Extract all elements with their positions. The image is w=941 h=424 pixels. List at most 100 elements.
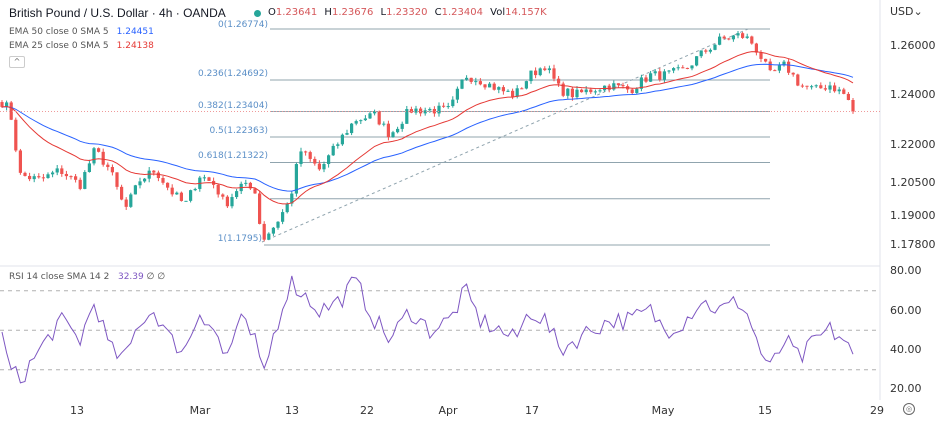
candle-body <box>147 170 151 179</box>
candle-body <box>285 203 289 213</box>
candle-body <box>649 73 653 82</box>
candle-body <box>718 36 722 45</box>
candle-body <box>630 89 634 93</box>
candle-body <box>110 167 114 173</box>
vol-label: Vol <box>490 7 506 18</box>
ema25-legend[interactable]: EMA 25 close 0 SMA 5 1.24138 <box>9 41 154 52</box>
fib-level-label: 0.618(1.21322) <box>197 151 268 162</box>
candle-body <box>455 88 459 100</box>
candle-body <box>51 172 55 175</box>
candle-body <box>92 148 96 164</box>
candle-body <box>74 176 78 180</box>
candle-body <box>189 190 193 201</box>
candle-body <box>672 68 676 71</box>
candle-body <box>488 83 492 88</box>
candle-body <box>170 187 174 195</box>
candle-body <box>511 90 515 97</box>
candle-body <box>271 227 275 234</box>
candle-body <box>37 176 41 178</box>
candle-body <box>745 36 749 38</box>
candle-body <box>736 33 740 36</box>
candle-body <box>294 164 298 194</box>
candle-body <box>290 193 294 204</box>
ema50-legend[interactable]: EMA 50 close 0 SMA 5 1.24451 <box>9 27 154 38</box>
candle-body <box>156 172 160 179</box>
rsi-extra-2: ∅ <box>157 272 166 282</box>
candle-body <box>327 155 331 165</box>
high-value: 1.23676 <box>331 7 374 18</box>
candle-body <box>842 89 846 94</box>
candle-body <box>465 77 469 80</box>
candle-body <box>837 89 841 92</box>
candle-body <box>800 85 804 87</box>
low-label: L <box>380 7 387 18</box>
candle-body <box>538 68 542 76</box>
candle-body <box>350 123 354 134</box>
candle-body <box>483 84 487 88</box>
candle-body <box>179 192 183 201</box>
time-tick: 17 <box>525 404 539 417</box>
candle-body <box>336 144 340 146</box>
price-tick: 1.17800 <box>890 238 936 251</box>
candle-body <box>727 38 731 40</box>
candle-body <box>810 86 814 88</box>
candle-body <box>405 109 409 124</box>
rsi-label: RSI 14 close SMA 14 2 <box>9 272 110 282</box>
time-tick: 13 <box>70 404 84 417</box>
candle-body <box>828 85 832 90</box>
candle-body <box>317 163 321 170</box>
candle-body <box>759 52 763 59</box>
candle-body <box>492 83 496 90</box>
candle-body <box>120 186 124 200</box>
collapse-legend-button[interactable]: ^ <box>9 56 25 68</box>
time-tick: 29 <box>870 404 884 417</box>
candle-body <box>161 178 165 183</box>
candle-body <box>143 178 147 182</box>
candle-body <box>446 106 450 108</box>
candle-body <box>262 223 266 240</box>
candle-body <box>396 128 400 133</box>
candle-body <box>662 71 666 80</box>
open-label: O <box>268 7 276 18</box>
candle-body <box>432 108 436 114</box>
candle-body <box>230 197 234 207</box>
candle-body <box>469 77 473 82</box>
candle-body <box>106 164 110 168</box>
symbol-title[interactable]: British Pound / U.S. Dollar · 4h · OANDA <box>9 6 226 20</box>
currency-selector[interactable]: USD⌄ <box>890 5 923 18</box>
fib-trend-line <box>261 28 749 243</box>
candle-body <box>524 81 528 89</box>
candle-body <box>777 65 781 71</box>
rsi-tick: 20.00 <box>890 382 922 395</box>
candle-body <box>267 233 271 240</box>
time-tick: May <box>651 404 675 417</box>
settings-icon[interactable]: ◎ <box>903 403 915 415</box>
candle-body <box>115 172 119 187</box>
ema50-line <box>1 63 854 192</box>
candle-body <box>5 102 9 107</box>
candle-body <box>41 177 45 179</box>
candle-body <box>547 68 551 71</box>
candle-body <box>741 33 745 38</box>
candle-body <box>635 88 639 93</box>
candle-body <box>607 85 611 90</box>
candle-body <box>782 61 786 66</box>
price-tick: 1.26000 <box>890 39 936 52</box>
candle-body <box>543 68 547 71</box>
candle-body <box>690 65 694 69</box>
candle-body <box>373 111 377 114</box>
rsi-tick: 80.00 <box>890 264 922 277</box>
candle-body <box>851 100 855 112</box>
candle-body <box>193 188 197 191</box>
candle-body <box>331 145 335 156</box>
candle-body <box>400 123 404 129</box>
candle-body <box>87 163 91 173</box>
currency-label: USD <box>890 5 914 18</box>
candle-body <box>667 70 671 72</box>
rsi-legend[interactable]: RSI 14 close SMA 14 2 32.39 ∅ ∅ <box>9 272 165 283</box>
candle-body <box>0 102 4 107</box>
market-status-icon <box>254 10 261 17</box>
candle-body <box>202 177 206 179</box>
